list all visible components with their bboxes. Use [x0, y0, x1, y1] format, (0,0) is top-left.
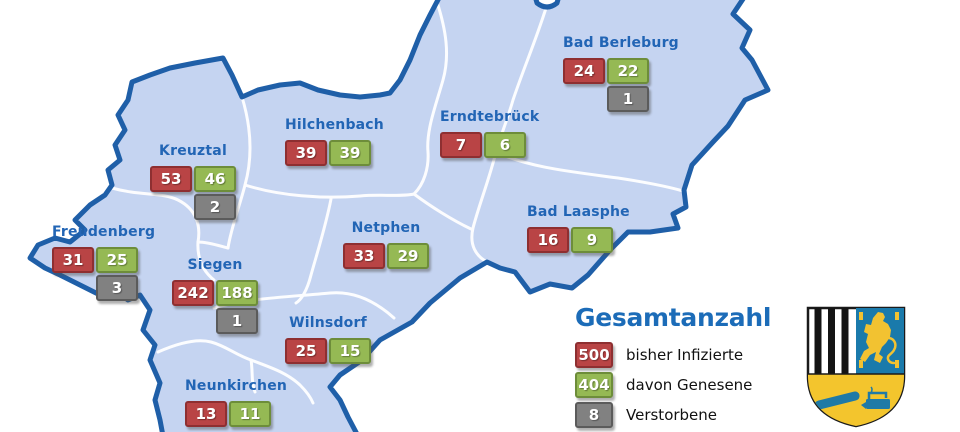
recovered-count-box: 188: [216, 280, 258, 306]
municipality-label: Siegen: [187, 257, 243, 273]
municipality-label: Wilnsdorf: [289, 315, 367, 331]
municipality-label: Bad Laasphe: [527, 204, 630, 220]
infected-count-box: 53: [150, 166, 192, 192]
crest-billets: [859, 312, 899, 368]
deceased-count-box: 2: [194, 194, 236, 220]
legend-item-deceased: 8 Verstorbene: [575, 402, 771, 428]
infected-count-box: 25: [285, 338, 327, 364]
municipality-wilnsdorf: Wilnsdorf 25 15: [285, 313, 371, 364]
legend-item-recovered: 404 davon Genesene: [575, 372, 771, 398]
legend-item-label: bisher Infizierte: [626, 346, 744, 364]
infected-count-box: 31: [52, 247, 94, 273]
deceased-count-box: 1: [216, 308, 258, 334]
municipality-freudenberg: Freudenberg 31 25 3: [52, 222, 156, 301]
siegen-wittgenstein-crest-icon: [806, 306, 906, 428]
recovered-count-box: 22: [607, 58, 649, 84]
recovered-count-box: 15: [329, 338, 371, 364]
infected-count-box: 24: [563, 58, 605, 84]
infected-count-box: 13: [185, 401, 227, 427]
municipality-netphen: Netphen 33 29: [343, 218, 429, 269]
legend-item-label: Verstorbene: [626, 406, 718, 424]
deceased-count-box: 3: [96, 275, 138, 301]
recovered-count-box: 46: [194, 166, 236, 192]
recovered-count-box: 25: [96, 247, 138, 273]
legend-item-label: davon Genesene: [626, 376, 753, 394]
infected-count-box: 39: [285, 140, 327, 166]
municipality-kreuztal: Kreuztal 53 46 2: [150, 141, 236, 220]
municipality-label: Bad Berleburg: [563, 35, 679, 51]
municipality-siegen: Siegen 242 188 1: [172, 255, 258, 334]
district-area: [30, 0, 768, 432]
municipality-label: Netphen: [351, 220, 421, 236]
coat-of-arms: [800, 302, 912, 430]
infected-count-box: 242: [172, 280, 214, 306]
infected-count-box: 33: [343, 243, 385, 269]
district-boundary: [27, 0, 771, 432]
recovered-count-box: 9: [571, 227, 613, 253]
legend-item-infected: 500 bisher Infizierte: [575, 342, 771, 368]
municipal-borders: [110, 0, 685, 405]
recovered-total-box: 404: [575, 372, 613, 398]
recovered-count-box: 29: [387, 243, 429, 269]
municipality-label: Hilchenbach: [285, 117, 384, 133]
municipality-label: Kreuztal: [159, 143, 227, 159]
municipality-label: Neunkirchen: [185, 378, 288, 394]
recovered-count-box: 11: [229, 401, 271, 427]
municipality-label: Freudenberg: [52, 224, 156, 240]
municipality-bad-laasphe: Bad Laasphe 16 9: [527, 202, 630, 253]
municipality-bad-berleburg: Bad Berleburg 24 22 1: [563, 33, 679, 112]
municipality-neunkirchen: Neunkirchen 13 11: [185, 376, 288, 427]
recovered-count-box: 39: [329, 140, 371, 166]
deceased-count-box: 1: [607, 86, 649, 112]
legend: Gesamtanzahl 500 bisher Infizierte 404 d…: [575, 303, 771, 432]
infected-total-box: 500: [575, 342, 613, 368]
deceased-total-box: 8: [575, 402, 613, 428]
crest-lion-icon: [860, 312, 897, 365]
crest-tools-icon: [814, 386, 890, 410]
recovered-count-box: 6: [484, 132, 526, 158]
legend-title: Gesamtanzahl: [575, 303, 772, 332]
crest-stripes: [814, 308, 849, 376]
infected-count-box: 16: [527, 227, 569, 253]
municipality-hilchenbach: Hilchenbach 39 39: [285, 115, 384, 166]
infected-count-box: 7: [440, 132, 482, 158]
municipality-label: Erndtebrück: [440, 109, 540, 125]
